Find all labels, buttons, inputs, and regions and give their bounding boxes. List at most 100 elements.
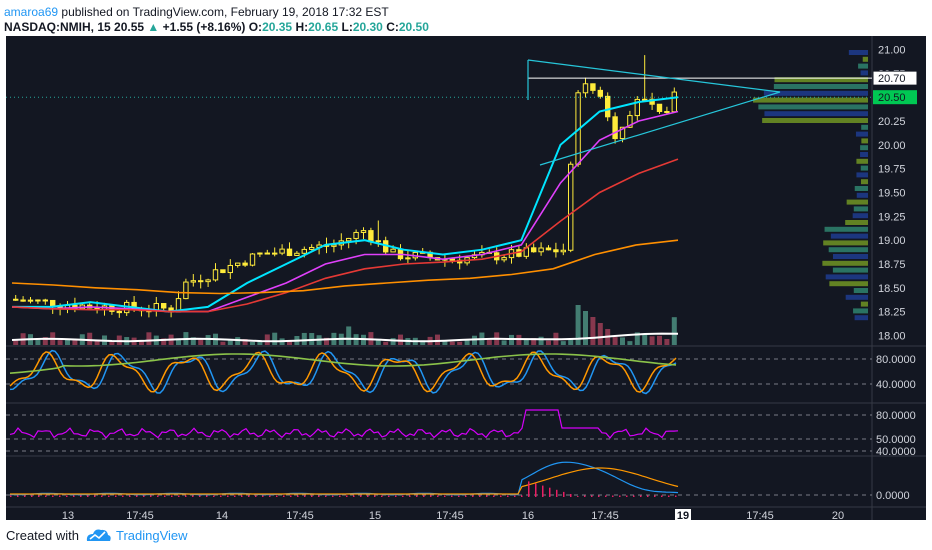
macd-histogram-bar — [101, 495, 103, 497]
macd-histogram-bar — [87, 495, 89, 497]
candle-body — [220, 269, 226, 274]
macd-histogram-bar — [542, 485, 544, 497]
macd-histogram-bar — [430, 495, 432, 497]
volume-bar — [523, 338, 529, 345]
volume-bar — [42, 337, 48, 345]
volume-bar — [190, 337, 196, 345]
volume-bar — [72, 339, 78, 345]
candle-body — [27, 299, 34, 302]
candle-body — [360, 230, 367, 233]
macd-histogram-bar — [122, 495, 124, 497]
macd-histogram-bar — [626, 495, 628, 497]
macd-histogram-bar — [409, 495, 411, 497]
macd-histogram-bar — [325, 495, 327, 497]
volume-bar — [575, 305, 581, 345]
author-link[interactable]: amaroa69 — [4, 5, 59, 19]
open-value: 20.35 — [262, 20, 293, 34]
volume-bar — [272, 332, 278, 345]
volume-bar — [449, 341, 455, 345]
ohlc-legend: NASDAQ:NMIH, 15 20.55 ▲ +1.55 (+8.16%) O… — [4, 20, 429, 34]
volume-profile-bar — [845, 294, 868, 300]
volume-profile-bar — [824, 226, 868, 232]
macd-histogram-bar — [556, 489, 558, 497]
macd-histogram-bar — [633, 495, 635, 497]
stochastic-k-line — [9, 349, 677, 395]
macd-histogram-bar — [59, 495, 61, 497]
candle — [545, 245, 552, 251]
volume-bar — [627, 341, 633, 345]
candle-body — [375, 240, 382, 243]
volume-bar — [13, 339, 19, 345]
macd-histogram-bar — [318, 495, 320, 497]
macd-histogram-bar — [269, 495, 271, 497]
macd-histogram-bar — [157, 495, 159, 497]
macd-histogram-bar — [45, 495, 47, 497]
candle-body — [205, 279, 211, 283]
macd-histogram-bar — [38, 495, 40, 497]
candle-body — [301, 248, 308, 254]
volume-profile-bar — [856, 172, 868, 178]
symbol-label[interactable]: NASDAQ:NMIH, 15 — [4, 20, 111, 34]
macd-histogram-bar — [402, 495, 404, 497]
volume-profile-bar — [764, 111, 868, 117]
stoch-tick-label: 40.0000 — [876, 379, 916, 391]
candle — [309, 244, 315, 251]
macd-histogram-bar — [262, 495, 264, 497]
time-tick-label: 17:45 — [286, 510, 314, 522]
macd-histogram-bar — [283, 495, 285, 497]
volume-bar — [590, 317, 596, 345]
macd-histogram-bar — [255, 495, 257, 497]
volume-profile-bar — [860, 179, 868, 185]
tradingview-brand-link[interactable]: TradingView — [116, 528, 188, 543]
volume-bar — [664, 339, 670, 345]
time-tick-label: 14 — [216, 510, 228, 522]
time-tick-label: 20 — [832, 510, 844, 522]
macd-histogram-bar — [206, 495, 208, 497]
macd-histogram-bar — [143, 495, 145, 497]
candle-body — [183, 281, 189, 300]
rsi-tick-label: 50.0000 — [876, 434, 916, 446]
time-tick-label: 13 — [62, 510, 74, 522]
volume-bar — [464, 339, 470, 345]
close-label: C: — [386, 20, 399, 34]
macd-histogram-bar — [360, 495, 362, 497]
price-tick-label: 19.25 — [878, 211, 906, 223]
volume-bar — [375, 340, 381, 345]
candle-body — [597, 89, 603, 97]
candle-body — [212, 269, 219, 281]
volume-bar — [486, 339, 492, 345]
macd-histogram-bar — [570, 494, 572, 497]
candle — [634, 96, 640, 121]
candle-body — [279, 248, 285, 254]
volume-profile-bar — [862, 56, 868, 62]
candle-body — [390, 248, 396, 253]
macd-histogram-bar — [486, 495, 488, 497]
candle — [198, 274, 204, 289]
candle — [501, 254, 507, 263]
volume-profile-bar — [832, 267, 868, 273]
macd-histogram-bar — [528, 481, 530, 497]
candle — [35, 299, 41, 304]
macd-histogram-bar — [52, 495, 54, 497]
macd-histogram-bar — [339, 495, 341, 497]
volume-profile-bar — [773, 84, 868, 89]
volume-bar — [109, 341, 115, 345]
candle-body — [331, 244, 337, 247]
ema-line-4 — [11, 239, 679, 295]
macd-histogram-bar — [129, 495, 131, 497]
candle — [264, 249, 271, 255]
price-tick-label: 18.50 — [878, 283, 906, 295]
macd-signal-line — [10, 467, 679, 495]
ema-line-2 — [11, 110, 679, 313]
stochastic-ma-line — [9, 353, 677, 374]
created-with-label: Created with — [6, 528, 79, 543]
macd-histogram-bar — [640, 495, 642, 497]
candle-body — [590, 83, 596, 91]
candle-body — [13, 298, 19, 301]
candle — [538, 242, 544, 256]
macd-histogram-bar — [115, 495, 117, 497]
candle-body — [35, 299, 41, 302]
candle — [331, 239, 337, 253]
candle — [612, 112, 618, 144]
